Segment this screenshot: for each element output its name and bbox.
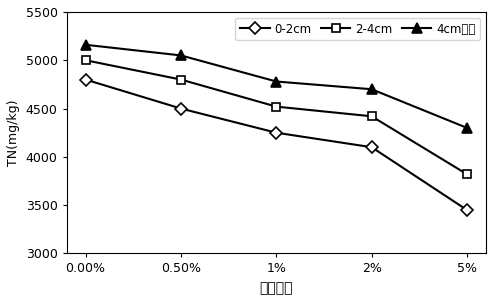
Line: 4cm以下: 4cm以下: [81, 40, 472, 133]
Line: 2-4cm: 2-4cm: [81, 56, 471, 178]
0-2cm: [464, 208, 470, 212]
2-4cm: [273, 105, 279, 108]
4cm以下: [464, 126, 470, 130]
2-4cm: [83, 59, 89, 62]
4cm以下: [178, 54, 184, 57]
2-4cm: [178, 78, 184, 81]
0-2cm: [273, 131, 279, 134]
0-2cm: [83, 78, 89, 81]
4cm以下: [273, 80, 279, 83]
Legend: 0-2cm, 2-4cm, 4cm以下: 0-2cm, 2-4cm, 4cm以下: [235, 18, 480, 40]
2-4cm: [464, 172, 470, 176]
0-2cm: [178, 107, 184, 110]
4cm以下: [83, 43, 89, 47]
0-2cm: [369, 145, 375, 149]
Line: 0-2cm: 0-2cm: [81, 76, 471, 214]
2-4cm: [369, 114, 375, 118]
4cm以下: [369, 87, 375, 91]
Y-axis label: TN(mg/kg): TN(mg/kg): [7, 99, 20, 166]
X-axis label: 接种比例: 接种比例: [259, 281, 293, 295]
